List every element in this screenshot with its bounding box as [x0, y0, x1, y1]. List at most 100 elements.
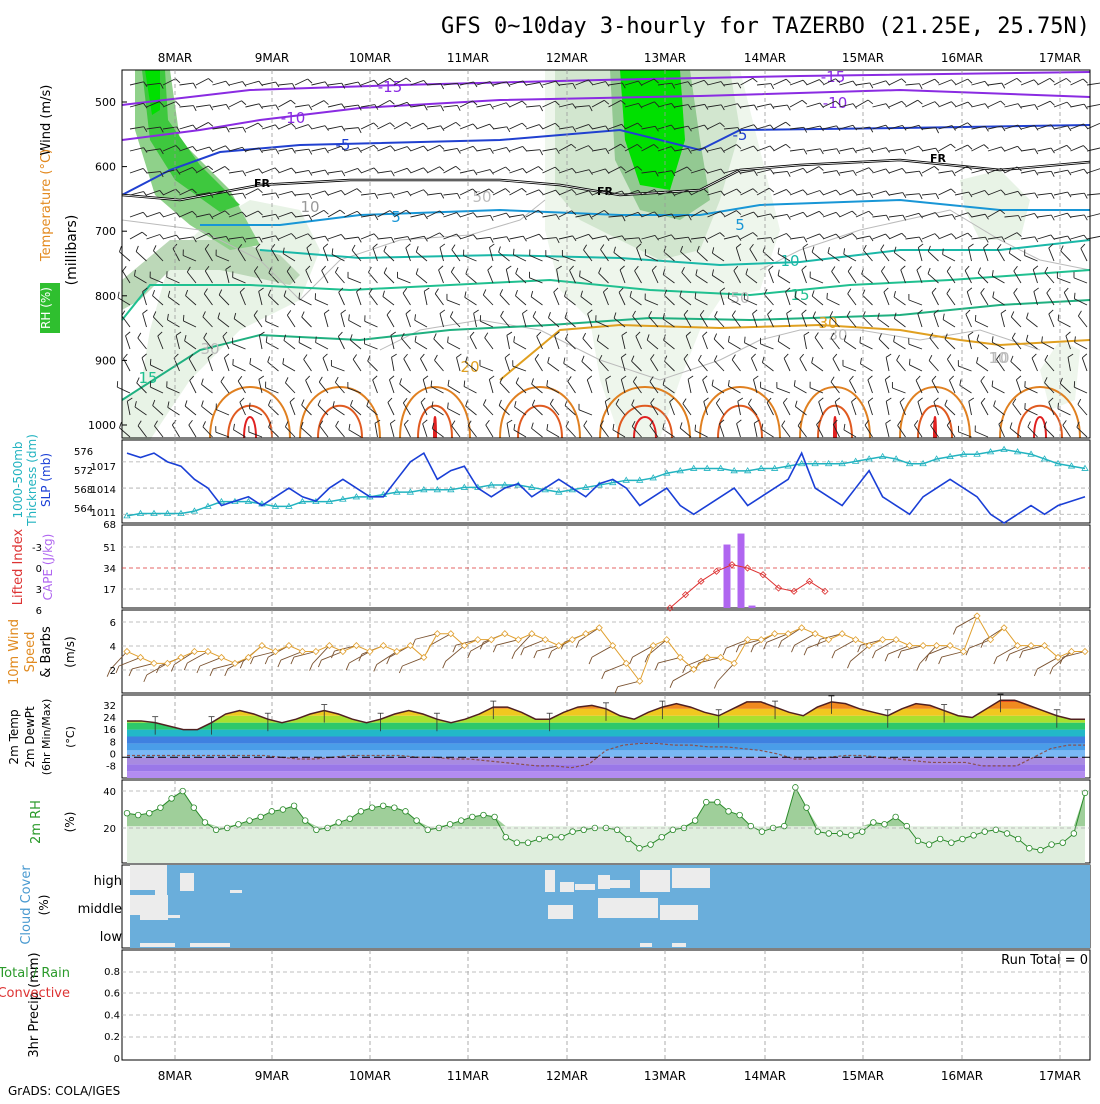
pressure-tick: 500	[95, 96, 116, 109]
rh-marker	[403, 809, 409, 815]
temp-tick: -8	[106, 762, 116, 773]
rh-marker	[525, 840, 531, 846]
ylabel-temp-2: 2m DewPt	[23, 706, 37, 768]
rh-marker	[1049, 842, 1055, 848]
ylabel-precip-conv: Convective	[0, 986, 70, 1001]
date-label-bottom: 14MAR	[744, 1069, 786, 1083]
rh-marker	[1071, 831, 1077, 837]
contour-label: -15	[821, 68, 846, 86]
hot-loop-2	[434, 417, 436, 438]
rh-marker	[804, 805, 810, 811]
rh-marker	[726, 809, 732, 815]
cloud-block	[155, 915, 180, 918]
rh-marker	[247, 818, 253, 824]
contour-label: FR	[597, 185, 614, 198]
pressure-tick: 800	[95, 290, 116, 303]
cloud-block	[640, 870, 670, 892]
ylabel-wind10-unit: (m/s)	[63, 636, 77, 667]
temp-band	[122, 771, 1090, 778]
rh-marker	[481, 812, 487, 818]
contour-label: 5	[735, 216, 745, 234]
contour-label: FR	[930, 152, 947, 165]
cape-tick: 34	[103, 564, 116, 575]
rh-marker	[949, 840, 955, 846]
rh-marker	[703, 799, 709, 805]
pressure-tick: 700	[95, 225, 116, 238]
rh-marker	[826, 831, 832, 837]
rh-marker	[893, 814, 899, 820]
cloud-block	[660, 905, 698, 920]
ylabel-wind10-2: Speed	[23, 632, 38, 673]
rh-marker	[392, 805, 398, 811]
rh-marker	[1015, 836, 1021, 842]
temp-band	[122, 757, 1090, 764]
cloud-block	[180, 873, 194, 891]
ylabel-wind10-3: & Barbs	[39, 626, 54, 678]
rh-tick: 20	[103, 824, 116, 835]
date-label-bottom: 16MAR	[941, 1069, 983, 1083]
rh-marker	[302, 818, 308, 824]
rh-marker	[514, 840, 520, 846]
rh-marker	[269, 809, 275, 815]
rh-marker	[659, 834, 665, 840]
rh-marker	[158, 805, 164, 811]
cloud-level-label: low	[100, 930, 123, 945]
rh-marker	[759, 829, 765, 835]
date-label-top: 17MAR	[1039, 51, 1081, 65]
pressure-tick: 1000	[88, 419, 116, 432]
date-label-bottom: 17MAR	[1039, 1069, 1081, 1083]
cape-bar	[738, 534, 745, 608]
pressure-tick: 900	[95, 354, 116, 367]
thickness-top-tick: 68	[103, 520, 116, 531]
barb-flag	[1058, 403, 1059, 409]
contour-label: -10	[281, 109, 306, 127]
precip-tick: 0.8	[104, 967, 120, 978]
precip-tick: 0.4	[104, 1010, 120, 1021]
rh-marker	[915, 838, 921, 844]
ylabel-temp-unit: (°C)	[64, 726, 77, 748]
rh-marker	[971, 833, 977, 839]
contour-label: 20	[460, 358, 479, 376]
rh-marker	[291, 803, 297, 809]
ylabel-thickness-2: Thickness (dm)	[25, 434, 39, 527]
cloud-block	[190, 943, 230, 947]
temp-band	[122, 743, 1090, 750]
rh-marker	[815, 829, 821, 835]
rh-marker	[625, 836, 631, 842]
cape-bar	[724, 545, 731, 608]
date-label-bottom: 11MAR	[447, 1069, 489, 1083]
barb-flag	[745, 337, 746, 343]
rh-marker	[347, 816, 353, 822]
date-label-top: 12MAR	[546, 51, 588, 65]
thickness-tick: 576	[74, 447, 93, 458]
li-tick: 6	[36, 606, 42, 617]
cloud-block	[130, 895, 140, 915]
date-label-top: 8MAR	[158, 51, 193, 65]
ylabel-wind10-1: 10m Wind	[7, 619, 22, 685]
cloud-block	[130, 865, 155, 890]
rh-marker	[369, 805, 375, 811]
cloud-block	[140, 943, 175, 947]
ylabel-rh2m: 2m RH	[29, 800, 44, 844]
date-label-bottom: 10MAR	[349, 1069, 391, 1083]
date-label-top: 9MAR	[255, 51, 290, 65]
cape-tick: 51	[103, 543, 116, 554]
rh-marker	[882, 821, 888, 827]
rh-marker	[202, 820, 208, 826]
ylabel-thickness-1: 1000-500mb	[11, 441, 25, 518]
rh-marker	[570, 829, 576, 835]
rh-marker	[848, 833, 854, 839]
rh-marker	[715, 799, 721, 805]
wind-tick: 2	[110, 666, 116, 677]
date-label-bottom: 9MAR	[255, 1069, 290, 1083]
date-label-top: 16MAR	[941, 51, 983, 65]
rh-marker	[458, 818, 464, 824]
rh-marker	[1038, 847, 1044, 853]
precip-tick: 0	[114, 1054, 120, 1065]
hot-loop-7	[934, 417, 936, 438]
rh-marker	[169, 796, 175, 802]
temp-band	[122, 737, 1090, 744]
barb-flag	[299, 293, 300, 299]
rh-marker	[859, 829, 865, 835]
